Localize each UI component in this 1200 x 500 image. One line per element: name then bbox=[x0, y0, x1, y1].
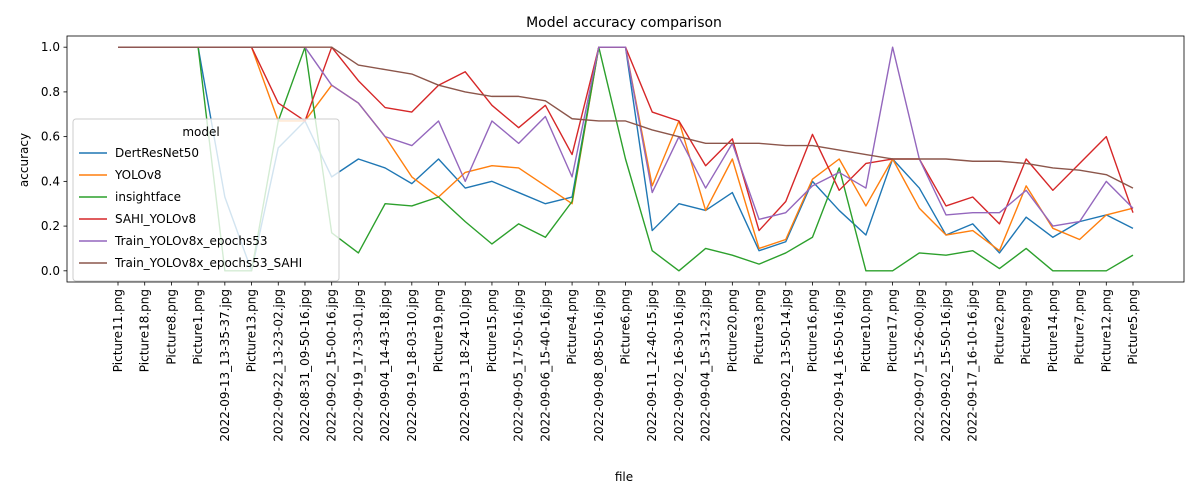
x-tick-label: 2022-09-19_18-03-10.jpg bbox=[405, 289, 419, 442]
x-tick-label: 2022-09-22_13-23-02.jpg bbox=[271, 289, 285, 442]
x-tick-label: 2022-09-13_13-35-37.jpg bbox=[218, 289, 232, 442]
series-line-insightface bbox=[118, 46, 1134, 272]
x-tick-label: Picture10.png bbox=[859, 289, 873, 372]
x-tick-label: Picture6.png bbox=[619, 289, 633, 365]
x-tick-label: Picture8.png bbox=[164, 289, 178, 365]
x-tick-label: Picture2.png bbox=[992, 289, 1006, 365]
y-tick-label: 0.8 bbox=[41, 85, 60, 99]
x-tick-label: 2022-09-17_16-10-16.jpg bbox=[966, 289, 980, 442]
y-tick-label: 0.2 bbox=[41, 219, 60, 233]
x-tick-label: 2022-09-02_15-00-16.jpg bbox=[325, 289, 339, 442]
x-tick-label: 2022-09-02_15-50-16.jpg bbox=[939, 289, 953, 442]
y-axis-title: accuracy bbox=[17, 133, 31, 187]
x-tick-label: Picture19.png bbox=[432, 289, 446, 372]
legend-entry: Train_YOLOv8x_epochs53_SAHI bbox=[114, 256, 302, 270]
x-tick-label: Picture3.png bbox=[752, 289, 766, 365]
y-tick-label: 0.4 bbox=[41, 174, 60, 188]
legend-entry: DertResNet50 bbox=[115, 146, 199, 160]
x-tick-label: Picture9.png bbox=[1019, 289, 1033, 365]
x-tick-label: Picture13.png bbox=[245, 289, 259, 372]
x-tick-label: 2022-09-19_17-33-01.jpg bbox=[351, 289, 365, 442]
x-tick-label: Picture20.png bbox=[725, 289, 739, 372]
x-axis-title: file bbox=[615, 470, 633, 484]
x-tick-label: 2022-09-05_17-50-16.jpg bbox=[512, 289, 526, 442]
legend-entry: insightface bbox=[115, 190, 181, 204]
x-tick-label: Picture16.png bbox=[805, 289, 819, 372]
x-tick-label: 2022-09-11_12-40-15.jpg bbox=[645, 289, 659, 442]
x-tick-label: 2022-09-02_13-50-14.jpg bbox=[779, 289, 793, 442]
legend-entry: SAHI_YOLOv8 bbox=[115, 212, 196, 226]
x-tick-label: Picture5.png bbox=[1126, 289, 1140, 365]
x-tick-label: 2022-08-31_09-50-16.jpg bbox=[298, 289, 312, 442]
x-tick-label: 2022-09-13_18-24-10.jpg bbox=[458, 289, 472, 442]
x-tick-label: Picture18.png bbox=[138, 289, 152, 372]
y-tick-label: 1.0 bbox=[41, 40, 60, 54]
x-tick-label: Picture17.png bbox=[886, 289, 900, 372]
x-tick-label: 2022-09-06_15-40-16.jpg bbox=[538, 289, 552, 442]
y-tick-label: 0.6 bbox=[41, 130, 60, 144]
chart-title: Model accuracy comparison bbox=[526, 15, 722, 31]
legend-entry: YOLOv8 bbox=[114, 168, 162, 182]
x-tick-label: Picture1.png bbox=[191, 289, 205, 365]
legend-box bbox=[72, 118, 340, 282]
x-tick-label: Picture4.png bbox=[565, 289, 579, 365]
x-tick-label: Picture7.png bbox=[1073, 289, 1087, 365]
x-tick-label: 2022-09-02_16-30-16.jpg bbox=[672, 289, 686, 442]
x-tick-label: Picture15.png bbox=[485, 289, 499, 372]
x-tick-label: 2022-09-14_16-50-16.jpg bbox=[832, 289, 846, 442]
x-tick-label: Picture11.png bbox=[111, 289, 125, 372]
legend-title: model bbox=[182, 125, 219, 139]
x-tick-label: Picture12.png bbox=[1099, 289, 1113, 372]
legend: model DertResNet50 YOLOv8 insightface SAHI_Y… bbox=[72, 118, 340, 282]
x-tick-label: 2022-09-04_14-43-18.jpg bbox=[378, 289, 392, 442]
y-tick-label: 0.0 bbox=[41, 264, 60, 278]
x-tick-label: 2022-09-08_08-50-16.jpg bbox=[592, 289, 606, 442]
x-tick-label: 2022-09-04_15-31-23.jpg bbox=[699, 289, 713, 442]
x-tick-label: Picture14.png bbox=[1046, 289, 1060, 372]
x-tick-label: 2022-09-07_15-26-00.jpg bbox=[912, 289, 926, 442]
legend-entry: Train_YOLOv8x_epochs53 bbox=[114, 234, 268, 248]
series-line-Train_YOLOv8x_epochs53_SAHI bbox=[118, 46, 1134, 189]
